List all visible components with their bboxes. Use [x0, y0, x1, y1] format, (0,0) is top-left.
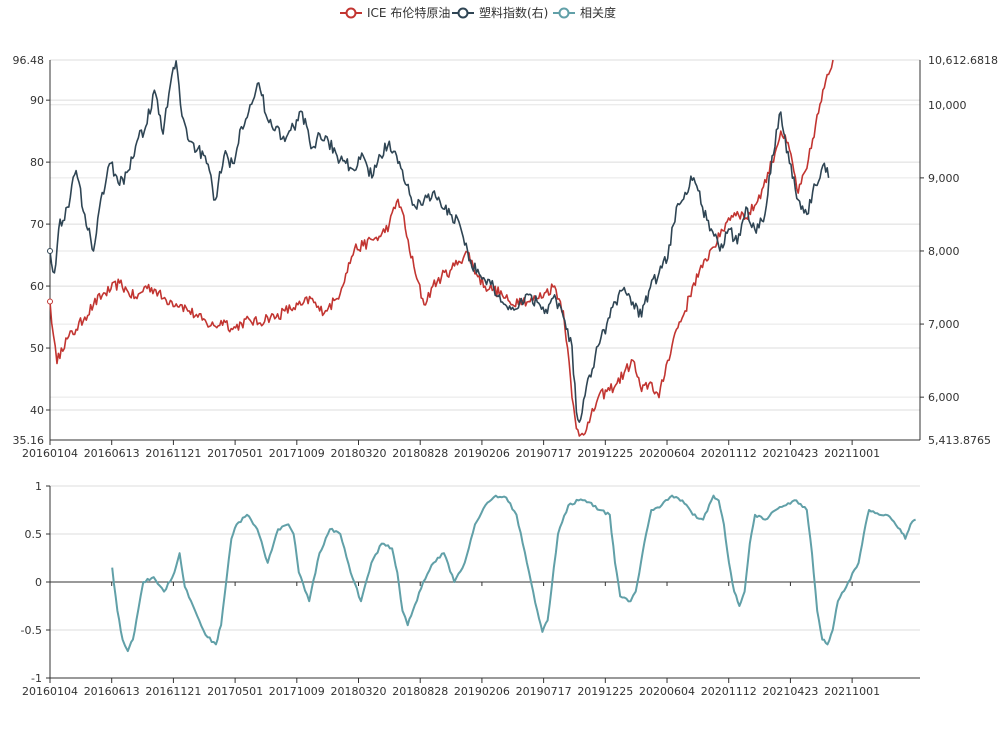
bottom-y-tick-label-1: -0.5 [21, 624, 42, 637]
bottom-x-tick-label-4: 20171009 [269, 685, 325, 698]
top-series [47, 59, 834, 437]
top-left-min-label: 35.16 [13, 434, 45, 447]
top-right-tick-label-10000: 10,000 [928, 99, 967, 112]
bottom-x-tick-label-1: 20160613 [84, 685, 140, 698]
bottom-x-tick-label-3: 20170501 [207, 685, 263, 698]
legend-marker-2 [558, 7, 570, 19]
top-x-tick-label-8: 20190717 [516, 447, 572, 460]
series-start-point-1 [47, 247, 53, 254]
bottom-x-tick-label-7: 20190206 [454, 685, 510, 698]
legend-label-2: 相关度 [580, 5, 616, 20]
top-x-tick-label-11: 20201112 [701, 447, 757, 460]
bottom-x-tick-label-5: 20180320 [331, 685, 387, 698]
top-x-tick-label-7: 20190206 [454, 447, 510, 460]
top-left-tick-label-1: 50 [30, 342, 44, 355]
top-x-tick-label-3: 20170501 [207, 447, 263, 460]
legend-marker-1 [457, 7, 469, 19]
correlation-line-0 [111, 494, 916, 653]
bottom-x-tick-label-13: 20211001 [824, 685, 880, 698]
top-x-tick-label-1: 20160613 [84, 447, 140, 460]
bottom-x-tick-label-8: 20190717 [516, 685, 572, 698]
series-start-point-0 [47, 298, 53, 305]
bottom-grid [50, 485, 920, 679]
bottom-y-tick-label-4: 1 [35, 480, 42, 493]
bottom-y-tick-label-3: 0.5 [25, 528, 43, 541]
bottom-x-tick-label-9: 20191225 [577, 685, 633, 698]
bottom-y-tick-label-0: -1 [31, 672, 42, 685]
top-left-tick-label-4: 80 [30, 156, 44, 169]
top-grid [50, 59, 920, 411]
top-left-tick-label-5: 90 [30, 94, 44, 107]
bottom-x-tick-label-2: 20161121 [145, 685, 201, 698]
bottom-x-tick-label-6: 20180828 [392, 685, 448, 698]
top-left-max-label: 96.48 [13, 54, 45, 67]
top-right-tick-label-2: 8,000 [928, 245, 960, 258]
top-x-tick-label-2: 20161121 [145, 447, 201, 460]
legend-label-1: 塑料指数(右) [479, 5, 548, 20]
top-left-tick-label-2: 60 [30, 280, 44, 293]
bottom-x-tick-label-11: 20201112 [701, 685, 757, 698]
series-line-1 [49, 60, 830, 423]
top-x-tick-label-5: 20180320 [331, 447, 387, 460]
legend-item-2[interactable]: 相关度 [553, 5, 616, 20]
series-line-0 [49, 59, 834, 437]
legend-marker-0 [345, 7, 357, 19]
bottom-axes: -1 -0.5 0 0.5 1 20160104 20160613 20161121 20170… [21, 480, 920, 698]
top-x-tick-label-12: 20210423 [762, 447, 818, 460]
top-right-tick-label-3: 9,000 [928, 172, 960, 185]
legend-item-1[interactable]: 塑料指数(右) [452, 5, 548, 20]
top-x-tick-label-4: 20171009 [269, 447, 325, 460]
top-right-tick-label-1: 7,000 [928, 318, 960, 331]
top-right-max-label: 10,612.6818 [928, 54, 998, 67]
bottom-x-tick-label-0: 20160104 [22, 685, 78, 698]
legend: ICE 布伦特原油 塑料指数(右) 相关度 [340, 5, 616, 20]
top-right-tick-label-0: 6,000 [928, 391, 960, 404]
bottom-x-tick-label-10: 20200604 [639, 685, 695, 698]
top-axes: 40 50 60 70 80 90 96.48 35.16 6,000 7,000 8,000 9,0… [13, 54, 998, 460]
top-left-tick-label-0: 40 [30, 404, 44, 417]
top-left-tick-label-3: 70 [30, 218, 44, 231]
bottom-y-tick-label-2: 0 [35, 576, 42, 589]
legend-item-0[interactable]: ICE 布伦特原油 [340, 5, 450, 20]
top-right-min-label: 5,413.8765 [928, 434, 991, 447]
top-x-tick-label-9: 20191225 [577, 447, 633, 460]
legend-label-0: ICE 布伦特原油 [367, 5, 450, 20]
bottom-x-tick-label-12: 20210423 [762, 685, 818, 698]
top-x-tick-label-10: 20200604 [639, 447, 695, 460]
top-x-tick-label-0: 20160104 [22, 447, 78, 460]
bottom-series [111, 494, 916, 653]
top-x-tick-label-6: 20180828 [392, 447, 448, 460]
top-x-tick-label-13: 20211001 [824, 447, 880, 460]
